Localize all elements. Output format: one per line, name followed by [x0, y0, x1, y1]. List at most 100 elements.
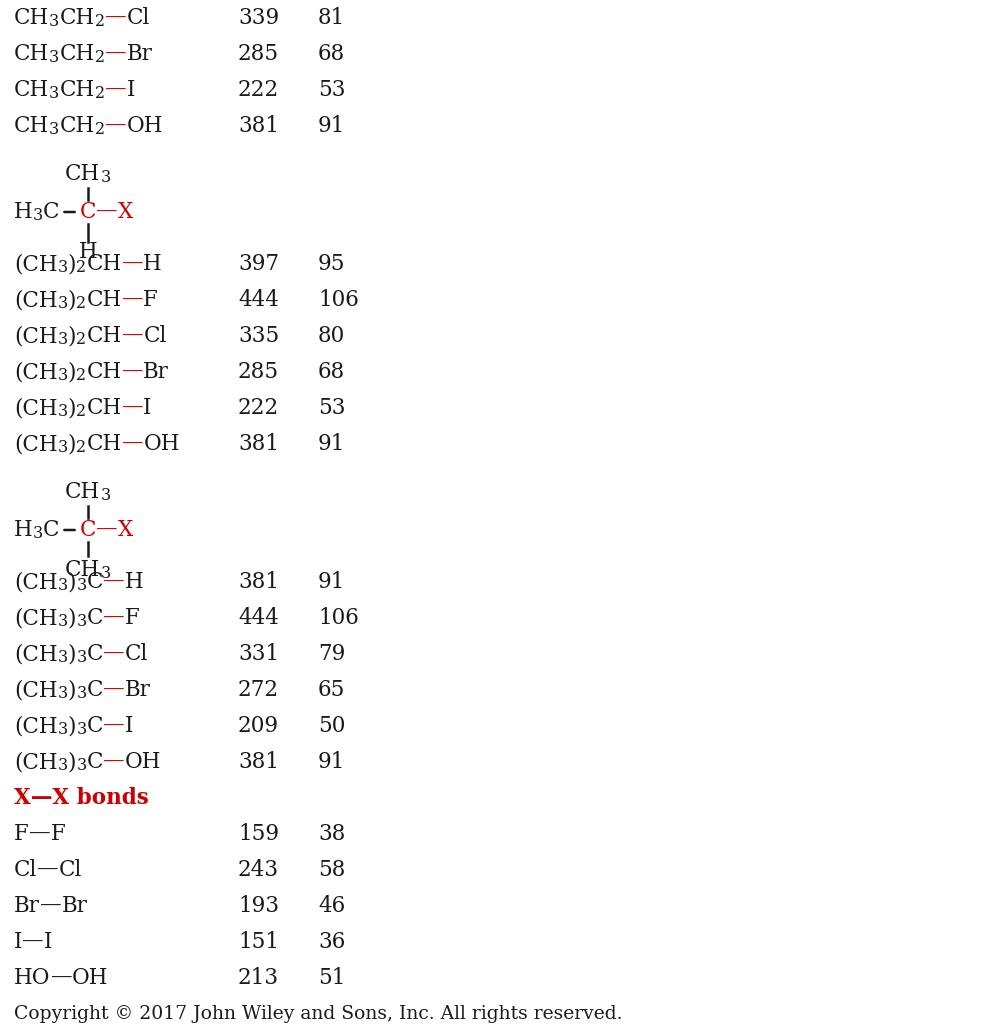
Text: 106: 106 — [318, 607, 359, 629]
Text: 209: 209 — [238, 715, 279, 737]
Text: H: H — [14, 201, 33, 223]
Text: 3: 3 — [49, 49, 59, 66]
Text: Cl: Cl — [125, 643, 148, 665]
Text: CH: CH — [14, 79, 49, 101]
Text: 3: 3 — [76, 685, 87, 702]
Text: C: C — [87, 679, 103, 701]
Text: 58: 58 — [318, 859, 345, 881]
Text: ): ) — [68, 715, 76, 737]
Text: 3: 3 — [100, 565, 110, 582]
Text: ): ) — [68, 289, 76, 311]
Text: F: F — [50, 823, 65, 845]
Text: ): ) — [68, 571, 76, 593]
Text: H: H — [14, 519, 33, 541]
Text: 3: 3 — [58, 685, 68, 702]
Text: (CH: (CH — [14, 289, 58, 311]
Text: 3: 3 — [58, 757, 68, 774]
Text: 36: 36 — [318, 931, 345, 953]
Text: OH: OH — [72, 967, 109, 989]
Text: (CH: (CH — [14, 361, 58, 383]
Text: CH: CH — [86, 397, 122, 419]
Text: 339: 339 — [238, 7, 279, 29]
Text: —: — — [122, 361, 143, 383]
Text: 3: 3 — [49, 85, 59, 102]
Text: 285: 285 — [238, 361, 279, 383]
Text: 3: 3 — [33, 207, 43, 224]
Text: —: — — [37, 859, 59, 881]
Text: 3: 3 — [76, 721, 87, 738]
Text: —: — — [103, 715, 125, 737]
Text: 91: 91 — [318, 571, 345, 593]
Text: X: X — [118, 519, 133, 541]
Text: I: I — [143, 397, 152, 419]
Text: CH: CH — [65, 163, 100, 185]
Text: —: — — [29, 823, 50, 845]
Text: 381: 381 — [238, 751, 279, 773]
Text: 2: 2 — [76, 331, 86, 348]
Text: ): ) — [68, 253, 76, 275]
Text: —: — — [103, 571, 125, 593]
Text: —: — — [22, 931, 44, 953]
Text: C: C — [43, 519, 59, 541]
Text: Cl: Cl — [143, 325, 167, 347]
Text: 2: 2 — [76, 439, 86, 456]
Text: 80: 80 — [318, 325, 345, 347]
Text: 285: 285 — [238, 43, 279, 65]
Text: Cl: Cl — [59, 859, 82, 881]
Text: CH: CH — [59, 7, 95, 29]
Text: ): ) — [68, 679, 76, 701]
Text: CH: CH — [59, 43, 95, 65]
Text: Cl: Cl — [126, 7, 150, 29]
Text: 46: 46 — [318, 895, 345, 918]
Text: 222: 222 — [238, 397, 279, 419]
Text: 381: 381 — [238, 571, 279, 593]
Text: —: — — [50, 967, 72, 989]
Text: 53: 53 — [318, 79, 345, 101]
Text: Br: Br — [61, 895, 87, 918]
Text: CH: CH — [86, 361, 122, 383]
Text: 50: 50 — [318, 715, 345, 737]
Text: C: C — [87, 607, 103, 629]
Text: 91: 91 — [318, 115, 345, 137]
Text: ): ) — [68, 325, 76, 347]
Text: CH: CH — [86, 325, 122, 347]
Text: I: I — [14, 931, 22, 953]
Text: X: X — [118, 201, 133, 223]
Text: 222: 222 — [238, 79, 279, 101]
Text: 3: 3 — [58, 295, 68, 312]
Text: 335: 335 — [238, 325, 279, 347]
Text: 3: 3 — [58, 331, 68, 348]
Text: (CH: (CH — [14, 715, 58, 737]
Text: 3: 3 — [58, 613, 68, 630]
Text: 2: 2 — [95, 13, 105, 30]
Text: 3: 3 — [58, 403, 68, 420]
Text: H: H — [78, 241, 97, 263]
Text: ): ) — [68, 751, 76, 773]
Text: 272: 272 — [238, 679, 279, 701]
Text: I: I — [125, 715, 133, 737]
Text: 151: 151 — [238, 931, 279, 953]
Text: C: C — [87, 751, 103, 773]
Text: 3: 3 — [76, 757, 87, 774]
Text: ): ) — [68, 361, 76, 383]
Text: 3: 3 — [100, 487, 110, 504]
Text: —: — — [103, 607, 125, 629]
Text: (CH: (CH — [14, 433, 58, 455]
Text: CH: CH — [65, 559, 100, 581]
Text: 444: 444 — [238, 607, 279, 629]
Text: —: — — [122, 253, 143, 275]
Text: 91: 91 — [318, 751, 345, 773]
Text: (CH: (CH — [14, 325, 58, 347]
Text: —: — — [122, 325, 143, 347]
Text: 3: 3 — [58, 259, 68, 276]
Text: 331: 331 — [238, 643, 279, 665]
Text: 51: 51 — [318, 967, 345, 989]
Text: 3: 3 — [49, 121, 59, 138]
Text: 3: 3 — [100, 169, 110, 186]
Text: 193: 193 — [238, 895, 279, 918]
Text: —: — — [122, 289, 143, 311]
Text: 79: 79 — [318, 643, 345, 665]
Text: 2: 2 — [76, 259, 86, 276]
Text: 68: 68 — [318, 361, 345, 383]
Text: 159: 159 — [238, 823, 279, 845]
